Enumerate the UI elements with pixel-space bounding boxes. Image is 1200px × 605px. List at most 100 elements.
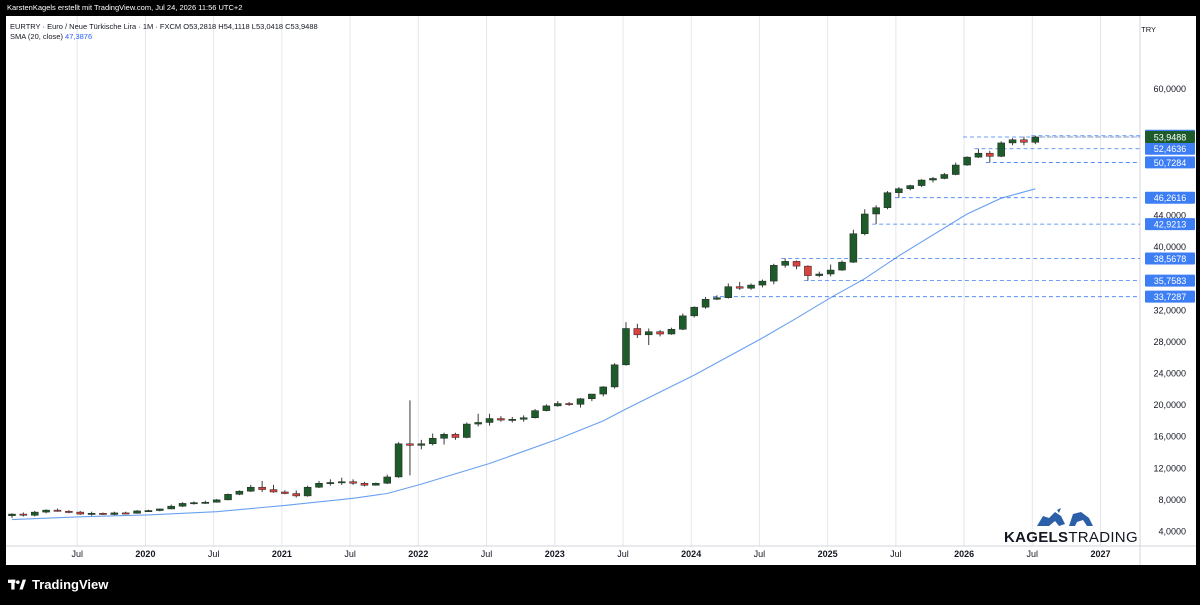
candle-up [1031,136,1040,143]
price-level-label-bg [1145,142,1195,155]
candle-up [383,476,391,484]
candle-up [394,443,403,478]
y-axis-tick-label: 60,0000 [1153,84,1186,94]
candle-up [42,509,50,513]
candle-up [940,174,949,179]
x-axis-tick-label: Jul [890,549,902,559]
kagels-trading-logo: KAGELSTRADING [1004,506,1139,551]
sma-line [11,188,1036,521]
candle-up [508,419,517,421]
candle-up [974,152,983,158]
candle-up [144,510,153,512]
brand-text: KAGELSTRADING [1004,529,1138,546]
candle-up [849,233,858,263]
candle-down [406,443,414,446]
symbol-info[interactable]: EURTRY · Euro / Neue Türkische Lira · 1M… [10,22,318,31]
price-level-label: 42,9213 [1154,220,1187,230]
x-axis-tick-label: 2025 [818,549,838,559]
x-axis-tick-label: 2021 [272,549,292,559]
candle-up [826,269,835,275]
chart-panel[interactable]: Jul 2020 Jul 2021 Jul 2022 Jul 2023 Jul 2024 Jul 20… [6,16,1196,565]
x-axis-tick-label: 2024 [681,549,701,559]
candle-up [303,486,312,497]
price-level-label: 52,4636 [1154,144,1187,154]
candle-up [690,306,698,317]
candle-up [554,403,562,407]
candle-down [986,152,994,157]
candle-up [474,422,482,425]
candle-up [724,286,733,298]
candle-up [906,185,914,189]
candle-up [599,386,607,395]
bull-bear-icon [1037,508,1093,526]
candle-down [19,513,28,516]
candle-up [531,410,539,418]
candle-down [99,513,107,515]
brand-word-trading: TRADING [1068,529,1138,546]
brand-word-kagels: KAGELS [1004,529,1069,546]
x-axis-tick-label: 2020 [135,549,155,559]
candle-up [883,192,892,208]
candle-down [1020,139,1028,143]
candle-up [190,502,198,505]
price-level-label-bg [1145,274,1195,287]
candle-up [1008,139,1017,144]
y-axis-tick-label: 32,0000 [1153,305,1186,315]
candle-down [735,286,744,289]
candle-down [65,511,73,513]
candle-up [247,486,255,492]
candle-up [337,481,346,484]
currency-label[interactable]: TRY [1141,25,1156,34]
candle-down [497,418,505,421]
candle-up [713,297,721,300]
price-level-label-bg [1145,218,1195,231]
candle-up [895,188,903,193]
y-axis-tick-label: 44,0000 [1153,211,1186,221]
candle-down [76,511,84,515]
x-axis-tick-label: Jul [344,549,356,559]
sma-value: 47,3876 [65,32,93,41]
candle-down [349,481,357,484]
candle-up [838,261,846,271]
candle-up [917,179,926,186]
x-axis-tick-label: 2026 [954,549,974,559]
candle-up [610,364,619,388]
y-axis-tick-label: 16,0000 [1153,432,1186,442]
candle-up [815,273,824,276]
last-price-label: 53,9488 [1154,133,1187,143]
x-axis-tick-label: Jul [754,549,766,559]
candle-up [667,329,676,335]
x-axis-tick-label: Jul [208,549,220,559]
candle-up [417,443,426,446]
y-axis-tick-label: 24,0000 [1153,369,1186,379]
price-level-label-bg [1145,191,1195,204]
candle-up [212,499,221,503]
candle-up [87,513,96,515]
candle-up [30,511,39,516]
candle-down [360,483,369,486]
candle-up [133,510,141,514]
candle-down [281,491,289,494]
candle-down [292,493,300,497]
y-axis-tick-label: 20,0000 [1153,400,1186,410]
sma-legend[interactable]: SMA (20, close) 47,3876 [10,32,318,42]
x-axis-tick-label: Jul [481,549,493,559]
candle-up [326,482,335,484]
candle-up [485,418,494,423]
x-axis-tick-label: 2027 [1091,549,1111,559]
candle-down [53,509,62,512]
price-level-label: 35,7583 [1154,276,1187,286]
candle-up [951,164,960,175]
candle-down [792,261,801,267]
price-level-label-bg [1145,156,1195,169]
candle-up [588,393,596,400]
y-axis-tick-label: 8,0000 [1158,495,1186,505]
tradingview-logo[interactable]: TradingView [8,577,108,592]
y-axis-tick-label: 28,0000 [1153,337,1186,347]
candle-up [542,405,551,411]
price-level-label-bg [1145,290,1195,303]
price-chart[interactable]: Jul 2020 Jul 2021 Jul 2022 Jul 2023 Jul 2024 Jul 20… [6,16,1196,565]
chart-caption: KarstenKagels erstellt mit TradingView.c… [7,3,243,12]
candle-down [656,331,664,335]
last-price-label-bg [1145,131,1195,144]
